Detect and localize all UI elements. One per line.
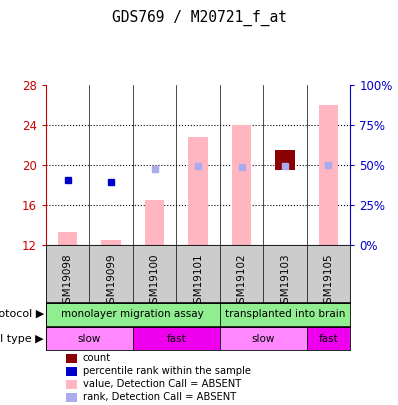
Bar (133, 327, 220, 350)
Bar (101, 240, 121, 245)
Text: slow: slow (78, 334, 101, 343)
Bar (220, 303, 350, 326)
Bar (275, 150, 295, 170)
Text: slow: slow (252, 334, 275, 343)
Text: GSM19101: GSM19101 (193, 254, 203, 310)
Text: protocol ▶: protocol ▶ (0, 309, 44, 319)
Bar (145, 200, 164, 245)
Bar (58, 232, 77, 245)
Bar (307, 327, 350, 350)
Bar (319, 105, 338, 245)
Text: GSM19098: GSM19098 (62, 254, 72, 310)
Text: GSM19102: GSM19102 (236, 254, 246, 310)
Text: fast: fast (166, 334, 186, 343)
Text: cell type ▶: cell type ▶ (0, 334, 44, 343)
Bar (188, 137, 208, 245)
Text: GSM19103: GSM19103 (280, 254, 290, 310)
Text: value, Detection Call = ABSENT: value, Detection Call = ABSENT (83, 379, 241, 389)
Text: percentile rank within the sample: percentile rank within the sample (83, 367, 251, 376)
Text: monolayer migration assay: monolayer migration assay (61, 309, 204, 319)
Text: transplanted into brain: transplanted into brain (225, 309, 345, 319)
Text: GSM19105: GSM19105 (324, 254, 334, 310)
Bar (232, 125, 251, 245)
Bar (46, 327, 133, 350)
Text: GSM19099: GSM19099 (106, 254, 116, 310)
Text: GDS769 / M20721_f_at: GDS769 / M20721_f_at (111, 10, 287, 26)
Bar (220, 327, 307, 350)
Text: fast: fast (319, 334, 338, 343)
Text: rank, Detection Call = ABSENT: rank, Detection Call = ABSENT (83, 392, 236, 402)
Bar (46, 303, 220, 326)
Text: count: count (83, 354, 111, 363)
Text: GSM19100: GSM19100 (150, 254, 160, 310)
